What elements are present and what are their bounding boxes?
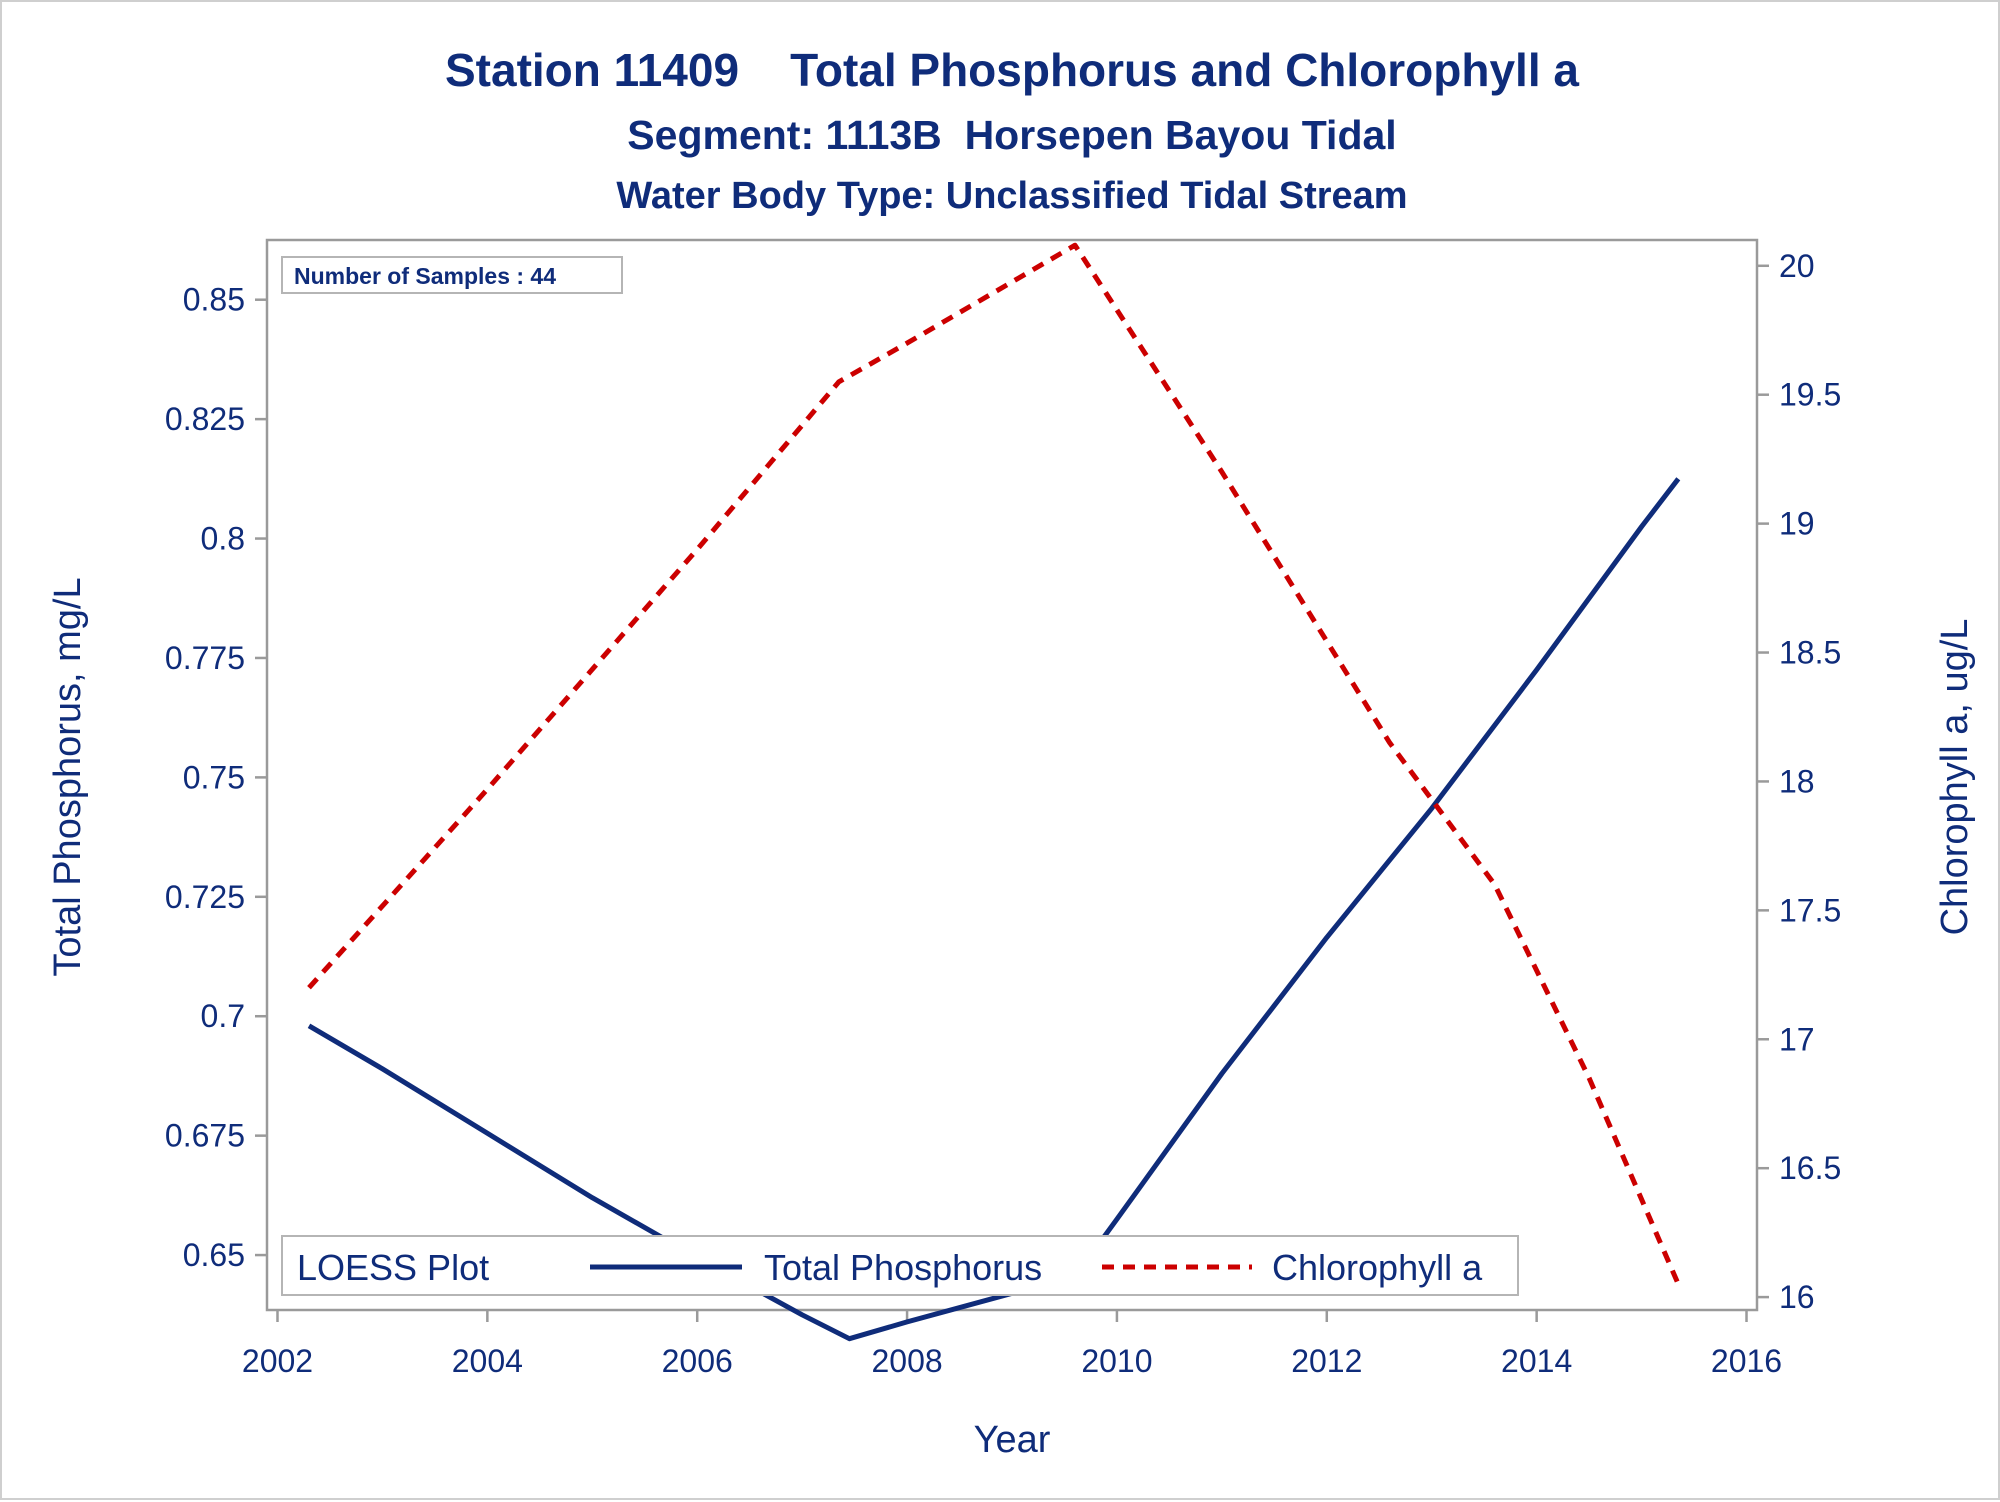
legend-box bbox=[281, 1235, 1519, 1296]
sample-count-box: Number of Samples : 44 bbox=[281, 256, 623, 294]
x-tick-label: 2016 bbox=[1711, 1343, 1782, 1379]
x-tick-label: 2008 bbox=[871, 1343, 942, 1379]
x-tick-label: 2014 bbox=[1501, 1343, 1572, 1379]
y-tick-label: 0.75 bbox=[183, 759, 245, 795]
x-tick-label: 2006 bbox=[662, 1343, 733, 1379]
x-tick-label: 2004 bbox=[452, 1343, 523, 1379]
x-axis-label: Year bbox=[974, 1419, 1051, 1461]
chart-subtitle: Segment: 1113B Horsepen Bayou Tidal bbox=[627, 112, 1396, 158]
y2-tick-label: 18.5 bbox=[1779, 635, 1841, 671]
y2-tick-label: 19.5 bbox=[1779, 377, 1841, 413]
chart-title: Station 11409 Total Phosphorus and Chlor… bbox=[445, 44, 1579, 96]
y-tick-label: 0.85 bbox=[183, 282, 245, 318]
legend-label-chlorophyll-a: Chlorophyll a bbox=[1272, 1247, 1483, 1288]
y-tick-label: 0.775 bbox=[165, 640, 245, 676]
y2-tick-label: 20 bbox=[1779, 248, 1815, 284]
legend-title: LOESS Plot bbox=[297, 1247, 489, 1288]
sample-count-label: Number of Samples : 44 bbox=[294, 263, 556, 289]
x-tick-label: 2002 bbox=[242, 1343, 313, 1379]
plot-area bbox=[265, 238, 1759, 1312]
y2-tick-label: 16.5 bbox=[1779, 1150, 1841, 1186]
legend: LOESS Plot Total Phosphorus Chlorophyll … bbox=[281, 1235, 1519, 1296]
y-tick-label: 0.675 bbox=[165, 1118, 245, 1154]
y-tick-label: 0.65 bbox=[183, 1237, 245, 1273]
y2-tick-label: 19 bbox=[1779, 506, 1815, 542]
y-tick-label: 0.7 bbox=[201, 998, 245, 1034]
y2-tick-label: 17.5 bbox=[1779, 892, 1841, 928]
y-axis-left-label: Total Phosphorus, mg/L bbox=[47, 577, 89, 976]
x-axis: 2002 2004 2006 2008 2010 2012 2014 2016 bbox=[242, 1310, 1782, 1379]
y-axis-left: 0.65 0.675 0.7 0.725 0.75 0.775 0.8 0.825 0.85 bbox=[165, 282, 267, 1273]
series-line-chlorophyll-a bbox=[307, 242, 1681, 1286]
y-tick-label: 0.825 bbox=[165, 401, 245, 437]
y2-tick-label: 16 bbox=[1779, 1279, 1815, 1315]
y2-tick-label: 17 bbox=[1779, 1021, 1815, 1057]
x-tick-label: 2012 bbox=[1291, 1343, 1362, 1379]
x-tick-label: 2010 bbox=[1081, 1343, 1152, 1379]
y-tick-label: 0.725 bbox=[165, 879, 245, 915]
y-axis-right: 16 16.5 17 17.5 18 18.5 19 19.5 20 bbox=[1757, 248, 1841, 1315]
y2-tick-label: 18 bbox=[1779, 763, 1815, 799]
chart-subtitle-2: Water Body Type: Unclassified Tidal Stre… bbox=[616, 175, 1407, 217]
y-axis-right-label: Chlorophyll a, ug/L bbox=[1934, 619, 1976, 936]
legend-label-total-phosphorus: Total Phosphorus bbox=[764, 1247, 1042, 1288]
y-tick-label: 0.8 bbox=[201, 521, 245, 557]
